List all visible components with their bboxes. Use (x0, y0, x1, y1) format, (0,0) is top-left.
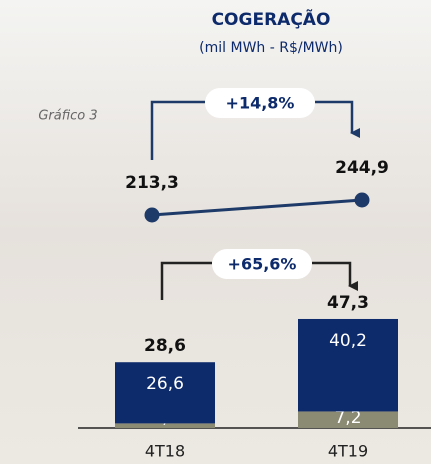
line (151, 198, 363, 217)
change-label: +65,6% (228, 255, 297, 274)
chart-title: COGERAÇÃO (212, 7, 331, 30)
bar-segment (115, 362, 215, 424)
line-point (144, 207, 160, 223)
change-pill (205, 88, 315, 118)
line-point (354, 192, 370, 208)
x-tick-label: 4T19 (328, 442, 368, 461)
change-label: +14,8% (226, 94, 295, 113)
change-pill (212, 249, 312, 279)
bar-total-label: 47,3 (327, 293, 369, 313)
x-tick-label: 4T18 (145, 442, 185, 461)
bar-segment (115, 423, 215, 428)
bar-segment (298, 318, 398, 412)
bar-total-label: 28,6 (144, 336, 186, 356)
bar-value-label: 40,2 (329, 331, 367, 351)
bar-value-label: 26,6 (146, 374, 184, 394)
change-bracket (160, 261, 350, 300)
bar-value-label: 7,2 (334, 408, 361, 428)
chart-subtitle: (mil MWh - R$/MWh) (199, 40, 343, 56)
bar-segment (298, 411, 398, 428)
line-value-label: 213,3 (125, 173, 179, 193)
line-value-label: 244,9 (335, 158, 389, 178)
change-bracket (150, 100, 352, 160)
annotation: Gráfico 3 (38, 109, 97, 124)
